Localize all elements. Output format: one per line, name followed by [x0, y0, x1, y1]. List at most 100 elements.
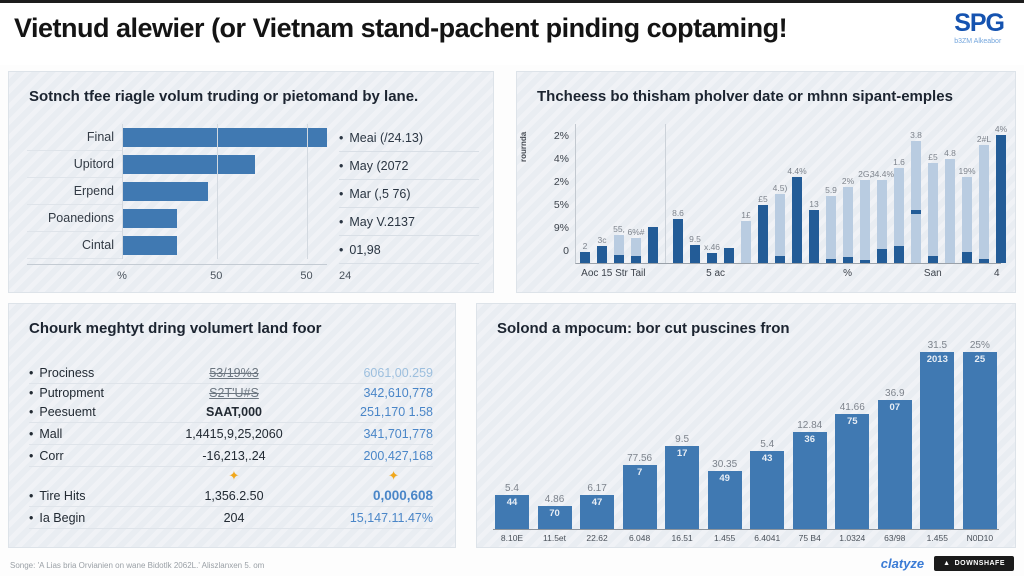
bar-slot: 4% [995, 124, 1007, 263]
download-button-label: DOWNSHAFE [954, 560, 1005, 567]
bar-slot: 3c [597, 124, 607, 263]
table-row: • Mall 1,4415,9,25,2060 341,701,778 [29, 423, 433, 445]
table-row: • Peesuemt SAAT,000 251,170 1.58 [29, 401, 433, 423]
spg-logo: SPG [954, 9, 1005, 37]
bar-value-label: 13 [809, 199, 819, 210]
bar: 4.4% [787, 166, 807, 263]
download-button[interactable]: ▲ DOWNSHAFE [934, 556, 1014, 571]
x-tick: 50 [300, 270, 313, 282]
bar-value-label: 3.8 [910, 129, 922, 140]
bar: 2#L [977, 134, 991, 263]
chart-legend: • Meai (/24.13) • May (2072 • Mar (,5 76) • May… [339, 124, 479, 282]
x-tick: 4 [993, 268, 1000, 279]
hbar-chart: Final Upitord Erpend Poanedions Cintal [27, 124, 327, 264]
table-row: • Putropment S2T'U#S 342,610,778 [29, 384, 433, 401]
row-value-2: 15,147.11.47% [349, 510, 433, 525]
bar-slot: 41.66 75 [835, 352, 870, 529]
legend-item: • May (2072 [339, 152, 479, 180]
vbar-plot: 5.4 44 4.86 70 6.17 47 77.56 7 9.5 17 30… [493, 340, 999, 530]
row-label: • Ia Begin [29, 510, 86, 525]
panel-title: Solond a mpocum: bor cut puscines fron [497, 320, 790, 337]
bar-inner-label: 43 [761, 453, 773, 465]
bar [122, 236, 178, 255]
bar-top-label: 9.5 [675, 433, 690, 445]
y-tick: 0 [563, 245, 569, 257]
bar-value-label: 8.6 [672, 207, 684, 218]
header: Vietnud alewier (or Vietnam stand-pachen… [0, 3, 1024, 65]
x-tick: 6.4041 [754, 533, 781, 543]
bar: 5.4 43 [750, 439, 785, 529]
bar: 13 [809, 199, 819, 263]
bar-top-label: 5.4 [760, 439, 775, 451]
hbar-row: Final [27, 124, 327, 151]
y-tick: 2% [553, 176, 569, 188]
bullet-icon: • [339, 186, 344, 201]
row-value-2: 200,427,168 [363, 448, 433, 463]
bar-top-label: 31.5 [927, 340, 948, 351]
bar-inner-label: 17 [676, 447, 688, 459]
row-value-2: 6061,00.259 [363, 365, 433, 380]
bar-inner-label: 25 [974, 354, 986, 365]
bar-top-label: 4.86 [544, 494, 565, 505]
bar: 3.8 [910, 130, 922, 263]
panel-volume-by-lane: Sotnch tfee riagle volum truding or piet… [8, 71, 494, 293]
row-label: • Mall [29, 426, 63, 441]
x-tick: 8.10E [500, 533, 524, 543]
hbar-row: Cintal [27, 232, 327, 259]
bar-slot: 77.56 7 [622, 352, 657, 529]
bar-slot: 25% 25 [962, 340, 997, 529]
bar-slot: 8.6 [672, 124, 684, 263]
bar-slot: 1£ [741, 124, 751, 263]
download-icon: ▲ [943, 560, 951, 567]
x-tick: Aoc 15 Str Tail [581, 268, 646, 279]
panel-title: Chourk meghtyt dring volumert land foor [29, 320, 322, 337]
bar: 2% [842, 176, 854, 263]
bar: 9.5 [689, 234, 701, 263]
bar: 4.8 [944, 148, 956, 263]
bar: 31.5 2013 [920, 340, 955, 529]
bar: x.46 [704, 242, 720, 263]
panel-volume-table: Chourk meghtyt dring volumert land foor … [8, 303, 456, 548]
bar-slot: 13 [809, 124, 819, 263]
bar-inner-label: 75 [846, 415, 858, 427]
bar-value-label: 6%# [627, 226, 645, 237]
y-tick: 2% [553, 130, 569, 142]
bullet-icon: • [29, 404, 34, 419]
bar-value-label: 9.5 [689, 233, 701, 244]
row-value-2: 341,701,778 [363, 426, 433, 441]
bar-inner-label: 70 [549, 508, 560, 519]
bar-slot: 2#L [977, 124, 991, 263]
bar: 2 [580, 241, 590, 263]
row-value-1: 1,356.2.50 [204, 488, 264, 503]
sparkle-row: ✦ ✦ [29, 467, 433, 485]
sparkle-icon: ✦ [388, 468, 399, 483]
legend-item: • Meai (/24.13) [339, 124, 479, 152]
bar-track [122, 124, 327, 151]
stacked-bar-plot: 2 3c 55, 6%# 8.6 9.5 x.46 1£ £5 4.5) 4.4% 13 5.9 2% 2G… [575, 124, 1007, 264]
bar-slot: 4.5) [772, 124, 788, 263]
bar: 19% [958, 166, 976, 263]
bar-slot: x.46 [704, 124, 720, 263]
bar: 9.5 17 [665, 434, 700, 529]
bar-slot [648, 124, 658, 263]
bar-value-label: 34.4% [869, 168, 895, 179]
source-note: Songe: 'A Lias bria Orvianien on wane Bi… [10, 561, 265, 570]
bar: 30.35 49 [707, 459, 742, 529]
bar-top-label: 36.9 [885, 387, 905, 399]
legend-item: • 01,98 [339, 236, 479, 264]
bar-value-label: 4.5) [772, 182, 788, 193]
x-tick: 16.51 [671, 533, 693, 543]
bar-top-label: 5.4 [505, 483, 519, 495]
bar: £5 [758, 194, 768, 263]
brand-link[interactable]: clatyze [880, 556, 925, 571]
bar: 36.9 07 [877, 388, 912, 529]
bar-slot: 4.4% [787, 124, 807, 263]
x-axis-ticks: Aoc 15 Str Tail 5 ac% San 4 [575, 268, 1001, 282]
row-label: • Tire Hits [29, 488, 86, 503]
bar: 3c [597, 235, 607, 263]
bar-value-label: 1.6 [893, 157, 905, 168]
legend-item: • May V.2137 [339, 208, 479, 236]
bar-slot: 2% [842, 124, 854, 263]
bar: 2G, [858, 169, 872, 263]
bullet-icon: • [29, 385, 34, 400]
